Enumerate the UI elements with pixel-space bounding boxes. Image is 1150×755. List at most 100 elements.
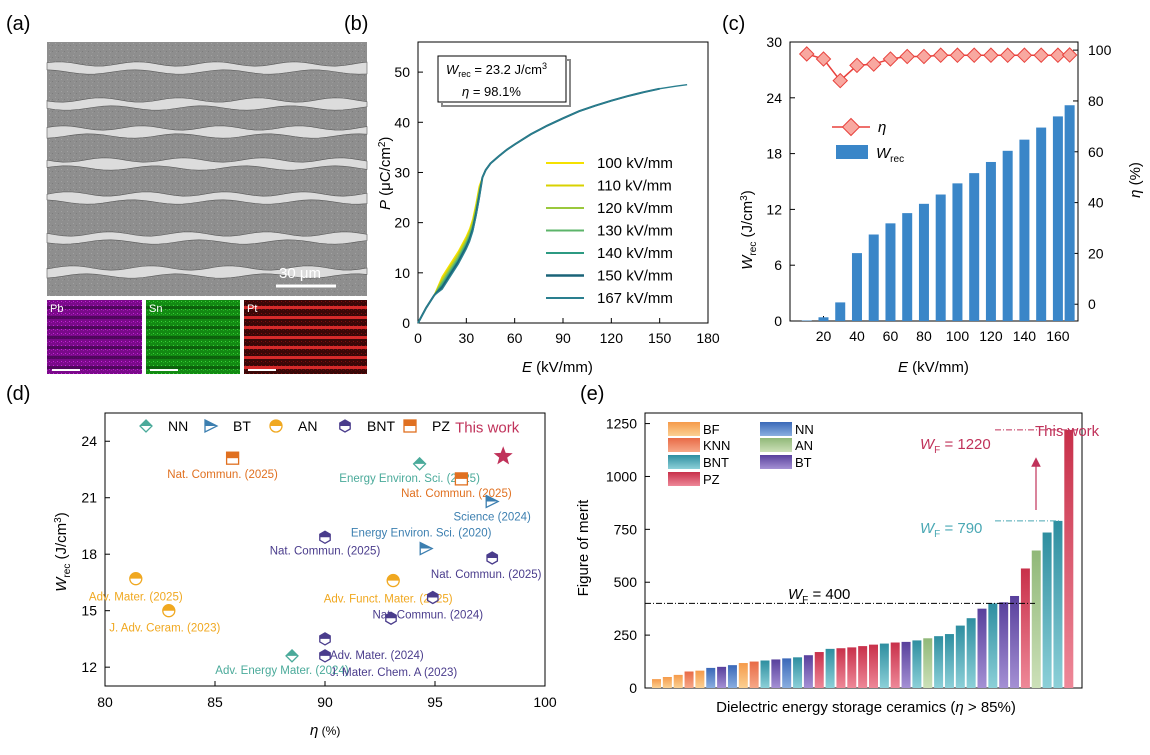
fom-bar-pz: [1021, 568, 1030, 688]
eds-stripe: [47, 326, 142, 329]
c-legend: η Wrec: [832, 119, 904, 165]
fom-bar-bt: [804, 655, 813, 688]
panel-label-d: (d): [6, 383, 30, 405]
scatter-point-bnt-fill: [320, 650, 330, 656]
c-ytick-label-right: 40: [1088, 195, 1104, 211]
e-this-work-label: This work: [1035, 423, 1100, 440]
e-xlabel: Dielectric energy storage ceramics (η > …: [716, 699, 1016, 716]
e-ytick-label: 250: [614, 627, 638, 643]
fom-bar-bnt: [967, 618, 976, 688]
fom-bar-bt: [771, 659, 780, 688]
fom-bar-knn: [685, 672, 694, 689]
wrec-bar: [1065, 105, 1075, 321]
c-ylabel-right: η (%): [1127, 162, 1144, 198]
eds-stripe: [47, 316, 142, 319]
fom-bar-bt: [902, 642, 911, 688]
c-xtick-label: 60: [883, 328, 899, 344]
point-label: Nat. Commun. (2025): [431, 569, 542, 581]
legend-label-100: 100 kV/mm: [597, 155, 673, 172]
scatter-point-pz-fill: [227, 452, 239, 458]
eta-marker: [883, 52, 897, 66]
legend-label-bt: BT: [233, 418, 251, 434]
legend-eta-label: η: [878, 119, 886, 136]
fom-bar-knn: [750, 662, 759, 688]
eds-stripe: [47, 356, 142, 359]
eta-marker: [967, 48, 981, 62]
point-label: Adv. Mater. (2024): [330, 650, 424, 662]
fom-bar-bf: [674, 675, 683, 688]
wrec-bar: [885, 223, 895, 321]
wrec-bar: [1053, 116, 1063, 321]
legend-label-pz: PZ: [432, 418, 450, 434]
fom-bar-bnt: [793, 657, 802, 688]
c-xtick-label: 100: [946, 328, 970, 344]
eta-marker: [800, 47, 814, 61]
eds-stripe: [244, 336, 367, 339]
c-ylabel-left: Wrec (J/cm3): [739, 190, 759, 269]
c-ytick-label-left: 24: [766, 90, 782, 106]
e-wf-400-label: WF = 400: [788, 586, 850, 606]
fom-bar-nn: [782, 658, 791, 688]
d-xtick-label: 100: [533, 694, 557, 710]
fom-bar-an: [1032, 551, 1041, 689]
wrec-bar: [869, 235, 879, 321]
e-ytick-label: 0: [629, 680, 637, 696]
legend-label-bf: BF: [703, 422, 720, 437]
legend-label-167: 167 kV/mm: [597, 290, 673, 307]
fom-bar-bnt: [912, 640, 921, 688]
e-ytick-label: 750: [614, 521, 638, 537]
legend-label-nn: NN: [168, 418, 188, 434]
wrec-bar: [986, 162, 996, 321]
point-label: Adv. Energy Mater. (2024): [215, 665, 349, 677]
eds-stripe: [244, 346, 367, 349]
eta-marker: [900, 49, 914, 63]
eds-stripe: [146, 336, 240, 339]
panel-label-c: (c): [722, 13, 745, 35]
b-ylabel: P (μC/cm2): [377, 137, 394, 210]
d-ytick-label: 18: [81, 546, 97, 562]
legend-label-120: 120 kV/mm: [597, 200, 673, 217]
d-xtick-label: 90: [317, 694, 333, 710]
c-ytick-label-left: 0: [774, 313, 782, 329]
fom-bar-nn: [728, 665, 737, 688]
d-ylabel: Wrec (J/cm3): [53, 512, 73, 591]
eds-stripe: [244, 306, 367, 309]
d-xtick-label: 95: [427, 694, 443, 710]
d-xlabel: η (%): [310, 722, 340, 739]
scatter-point-bnt-fill: [320, 633, 330, 639]
fom-bar-bnt: [761, 661, 770, 689]
fom-bar-an: [923, 638, 932, 688]
wrec-annotation-box: Wrec = 23.2 J/cm3 η = 98.1%: [438, 56, 570, 106]
d-ytick-label: 24: [81, 433, 97, 449]
c-xtick-label: 160: [1046, 328, 1070, 344]
eds-label-pt: Pt: [247, 303, 257, 315]
c-ytick-label-left: 18: [766, 146, 782, 162]
fom-bar-bt: [717, 667, 726, 688]
annotation-eta: η = 98.1%: [462, 84, 521, 99]
eta-marker: [984, 48, 998, 62]
point-label: Energy Environ. Sci. (2020): [351, 528, 492, 540]
c-xtick-label: 80: [916, 328, 932, 344]
eds-stripe: [146, 366, 240, 369]
b-ytick-label: 10: [394, 265, 410, 281]
b-ytick-label: 0: [402, 315, 410, 331]
legend-label-150: 150 kV/mm: [597, 268, 673, 285]
wrec-bar: [1003, 151, 1013, 321]
eds-stripe: [146, 326, 240, 329]
c-xtick-label: 40: [849, 328, 865, 344]
legend-marker-pz-fill: [404, 420, 416, 426]
b-xtick-label: 90: [555, 330, 571, 346]
scatter-point-bnt-fill: [320, 531, 330, 537]
eta-marker: [917, 49, 931, 63]
b-xtick-label: 120: [600, 330, 624, 346]
legend-label-bnt: BNT: [703, 455, 729, 470]
pe-loop-100: [418, 111, 579, 323]
eds-stripe: [47, 366, 142, 369]
eta-marker: [867, 57, 881, 71]
b-xtick-label: 0: [414, 330, 422, 346]
